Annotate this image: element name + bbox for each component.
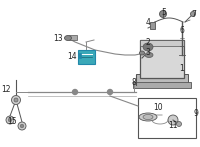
Text: 11: 11 [168,121,178,130]
Text: 14: 14 [67,51,77,61]
Circle shape [14,98,18,102]
FancyBboxPatch shape [138,98,196,138]
Text: 8: 8 [132,77,136,86]
Circle shape [12,96,21,105]
Circle shape [6,116,14,124]
FancyBboxPatch shape [140,40,184,78]
FancyBboxPatch shape [78,50,95,64]
Ellipse shape [143,43,153,51]
Bar [150,22,155,29]
FancyBboxPatch shape [140,40,184,46]
Text: 6: 6 [180,25,184,35]
Circle shape [20,124,24,128]
Circle shape [160,10,166,17]
Ellipse shape [143,115,153,120]
Text: 7: 7 [192,10,196,19]
Text: 2: 2 [146,37,150,46]
Text: 15: 15 [7,117,17,127]
Text: 13: 13 [53,34,63,42]
FancyBboxPatch shape [136,74,188,86]
FancyBboxPatch shape [69,35,77,40]
Circle shape [108,90,113,95]
FancyBboxPatch shape [133,82,191,88]
Text: 4: 4 [146,17,150,26]
Circle shape [177,122,182,127]
Circle shape [8,118,12,122]
Text: 9: 9 [194,108,198,117]
Circle shape [73,90,78,95]
Text: 1: 1 [180,64,184,72]
Ellipse shape [64,35,72,41]
Text: 3: 3 [146,47,150,56]
Circle shape [18,122,26,130]
Circle shape [190,11,196,16]
Text: 12: 12 [1,85,11,93]
FancyBboxPatch shape [78,53,81,58]
Ellipse shape [140,51,144,55]
Circle shape [168,115,178,125]
Text: 5: 5 [162,7,166,16]
Text: 10: 10 [153,103,163,112]
Ellipse shape [145,52,153,57]
Ellipse shape [139,113,157,121]
